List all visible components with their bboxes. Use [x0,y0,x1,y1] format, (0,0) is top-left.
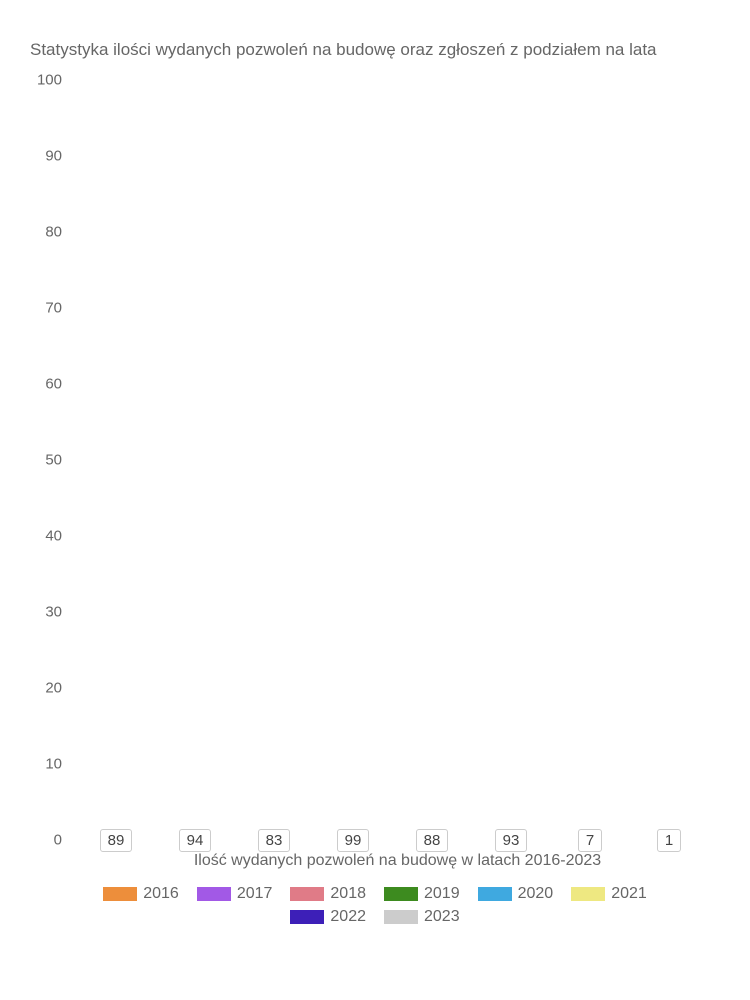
legend-label: 2019 [424,885,460,903]
legend-label: 2018 [330,885,366,903]
bar-value-label: 83 [258,829,291,852]
legend-swatch [290,910,324,924]
legend-item-2018: 2018 [290,885,366,903]
bar-value-label: 99 [337,829,370,852]
legend-label: 2023 [424,908,460,926]
legend-label: 2017 [237,885,273,903]
legend: 2016 2017 2018 2019 2020 2021 2022 2023 [30,885,720,926]
legend-swatch [290,887,324,901]
y-tick: 0 [54,832,62,849]
legend-item-2023: 2023 [384,908,460,926]
y-tick: 80 [45,224,62,241]
bar-value-label: 89 [100,829,133,852]
y-tick: 30 [45,604,62,621]
x-axis-label: Ilość wydanych pozwoleń na budowę w lata… [75,852,720,870]
legend-swatch [384,910,418,924]
legend-item-2022: 2022 [290,908,366,926]
plot-area: 0102030405060708090100 89948399889371 [75,80,710,840]
bar-value-label: 88 [416,829,449,852]
legend-item-2017: 2017 [197,885,273,903]
y-tick: 60 [45,376,62,393]
bar-value-label: 93 [495,829,528,852]
legend-label: 2020 [518,885,554,903]
legend-label: 2016 [143,885,179,903]
y-tick: 90 [45,148,62,165]
legend-item-2019: 2019 [384,885,460,903]
y-tick: 20 [45,680,62,697]
y-tick: 40 [45,528,62,545]
chart-container: Statystyka ilości wydanych pozwoleń na b… [0,0,750,1000]
chart-title: Statystyka ilości wydanych pozwoleń na b… [30,40,720,60]
legend-item-2020: 2020 [478,885,554,903]
legend-swatch [478,887,512,901]
y-tick: 70 [45,300,62,317]
legend-item-2021: 2021 [571,885,647,903]
y-axis: 0102030405060708090100 [30,80,70,840]
legend-label: 2021 [611,885,647,903]
y-tick: 100 [37,72,62,89]
legend-item-2016: 2016 [103,885,179,903]
y-tick: 50 [45,452,62,469]
legend-swatch [384,887,418,901]
legend-swatch [197,887,231,901]
legend-label: 2022 [330,908,366,926]
bar-value-label: 7 [578,829,602,852]
legend-swatch [571,887,605,901]
legend-swatch [103,887,137,901]
bar-value-label: 1 [657,829,681,852]
y-tick: 10 [45,756,62,773]
bars-group: 89948399889371 [75,80,710,840]
bar-value-label: 94 [179,829,212,852]
